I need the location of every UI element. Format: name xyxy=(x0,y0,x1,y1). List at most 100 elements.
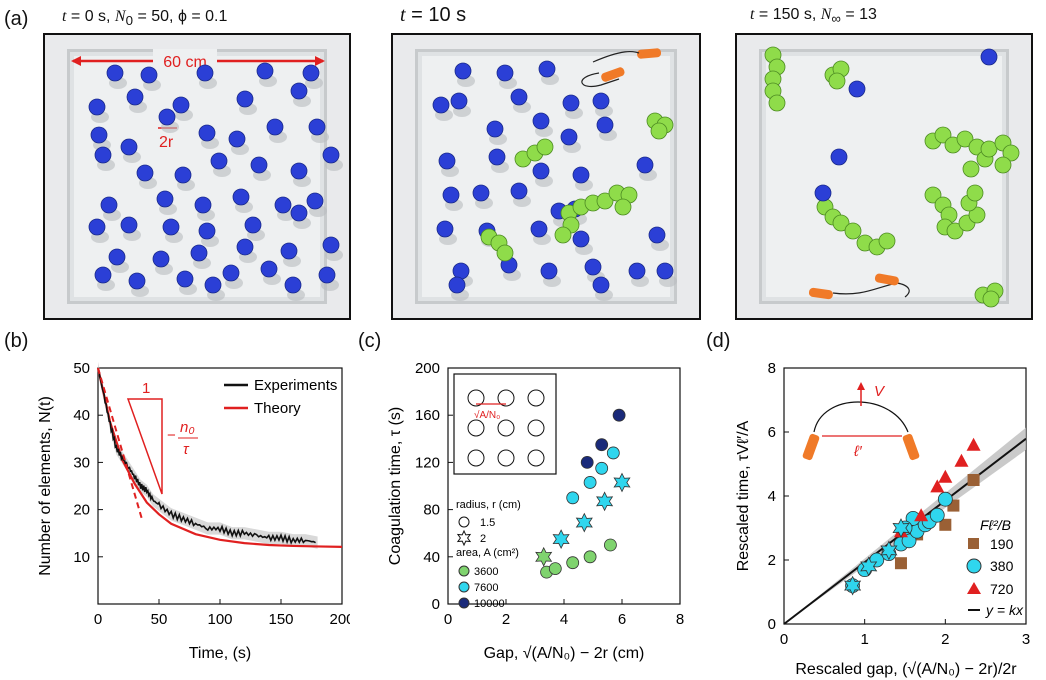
data-point-star xyxy=(575,512,593,533)
data-points xyxy=(535,408,631,579)
data-point-190 xyxy=(967,474,980,486)
element-dot xyxy=(222,264,240,282)
element-dot xyxy=(322,236,340,254)
blue-element xyxy=(980,48,998,66)
x-tick-label: 3 xyxy=(1022,631,1030,648)
green-cluster-element xyxy=(554,226,572,244)
element-dot xyxy=(88,218,106,236)
data-point-380 xyxy=(937,491,953,507)
element-dot xyxy=(450,92,468,110)
data-point-190 xyxy=(939,518,952,531)
element-dot xyxy=(290,162,308,180)
data-point-720 xyxy=(938,469,953,483)
element-dot xyxy=(174,166,192,184)
element-dot xyxy=(156,190,174,208)
panel-b-label: (b) xyxy=(4,330,29,352)
element-dot xyxy=(290,204,308,222)
element-dot xyxy=(656,262,674,280)
legend-area-10000-marker xyxy=(458,597,470,609)
element-dot xyxy=(250,156,268,174)
x-axis-label: Rescaled gap, (√(A/N₀) − 2r)/2r xyxy=(795,661,1017,678)
y-tick-label: 80 xyxy=(423,502,440,519)
chart-b: 0 50 100 150 200 10 20 30 40 50 Time, (s) Number … xyxy=(37,360,350,662)
arrow-head-left xyxy=(71,56,81,66)
blue-element xyxy=(848,80,866,98)
element-dot xyxy=(284,276,302,294)
photo-1-title: t = 0 s, N0 = 50, ϕ = 0.1 xyxy=(62,8,227,28)
element-dot xyxy=(128,272,146,290)
data-point-star xyxy=(596,491,614,512)
green-cluster-element xyxy=(980,140,998,158)
green-cluster-element xyxy=(878,232,896,250)
x-tick-label: 0 xyxy=(94,611,102,628)
green-cluster-element xyxy=(596,192,614,210)
element-dot xyxy=(454,62,472,80)
y-tick-label: 10 xyxy=(73,549,90,566)
inset-arm-arc xyxy=(813,401,909,433)
element-dot xyxy=(94,146,112,164)
panel-c-label: (c) xyxy=(358,330,382,352)
green-cluster-element xyxy=(956,130,974,148)
legend-area-title: area, A (cm²) xyxy=(456,547,519,559)
green-cluster-element xyxy=(536,138,554,156)
data-point-star xyxy=(535,546,553,567)
y-tick-label: 20 xyxy=(73,502,90,519)
green-cluster-element xyxy=(994,156,1012,174)
element-dot xyxy=(152,250,170,268)
element-dot xyxy=(318,266,336,284)
blue-element xyxy=(830,148,848,166)
elements xyxy=(432,60,677,301)
panel-d-label: (d) xyxy=(706,330,731,352)
element-dot xyxy=(572,230,590,248)
title-t: t xyxy=(750,6,755,23)
chart-d: 0 1 2 3 0 2 4 6 8 Rescaled gap, (√(A/N₀) − 2r)/2… xyxy=(735,360,1030,678)
element-dot xyxy=(228,130,246,148)
y-tick-label: 200 xyxy=(415,360,440,377)
element-dot xyxy=(648,226,666,244)
photo-t150 xyxy=(735,33,1033,320)
element-dot xyxy=(210,152,228,170)
legend-190: 190 xyxy=(990,536,1014,552)
element-dot xyxy=(126,88,144,106)
legend-radius-1: 1.5 xyxy=(480,517,495,529)
data-point-circle xyxy=(595,438,609,452)
plot-frame xyxy=(97,367,343,605)
arm-tip-orange xyxy=(874,273,899,286)
photo-t10 xyxy=(391,33,701,320)
title-mid: = 150 s, xyxy=(754,6,821,23)
x-tick-label: 8 xyxy=(676,611,684,628)
y-tick-label: 120 xyxy=(415,454,440,471)
x-tick-label: 150 xyxy=(268,611,293,628)
title-post: = 13 xyxy=(840,6,877,23)
element-dot xyxy=(436,220,454,238)
photo-t0-scene: 60 cm 2r xyxy=(71,49,343,301)
element-dot xyxy=(106,64,124,82)
element-dot xyxy=(100,196,118,214)
y-tick-label: 30 xyxy=(73,454,90,471)
x-tick-label: 100 xyxy=(207,611,232,628)
element-dot xyxy=(540,262,558,280)
green-cluster-element xyxy=(982,290,1000,308)
y-tick-label: 0 xyxy=(768,616,776,633)
element-dot xyxy=(120,216,138,234)
title-n: N xyxy=(820,6,832,23)
legend-area-10000: 10000 xyxy=(474,598,505,610)
legend-380: 380 xyxy=(990,558,1014,574)
photo-t10-scene xyxy=(432,48,677,301)
title-n-sub: 0 xyxy=(125,13,134,29)
green-cluster-element xyxy=(768,94,786,112)
element-dot xyxy=(176,270,194,288)
title-t: t xyxy=(62,8,67,25)
element-dot xyxy=(90,126,108,144)
green-cluster-element xyxy=(650,122,668,140)
arm-tip-orange xyxy=(601,67,625,82)
element-dot xyxy=(232,188,250,206)
inset-l-label: ℓ′ xyxy=(853,443,863,460)
data-point-720 xyxy=(914,508,929,522)
x-tick-label: 2 xyxy=(941,631,949,648)
data-point-circle xyxy=(583,476,597,489)
y-tick-label: 50 xyxy=(73,360,90,377)
legend-720: 720 xyxy=(990,581,1014,597)
data-point-380-star xyxy=(880,540,898,561)
